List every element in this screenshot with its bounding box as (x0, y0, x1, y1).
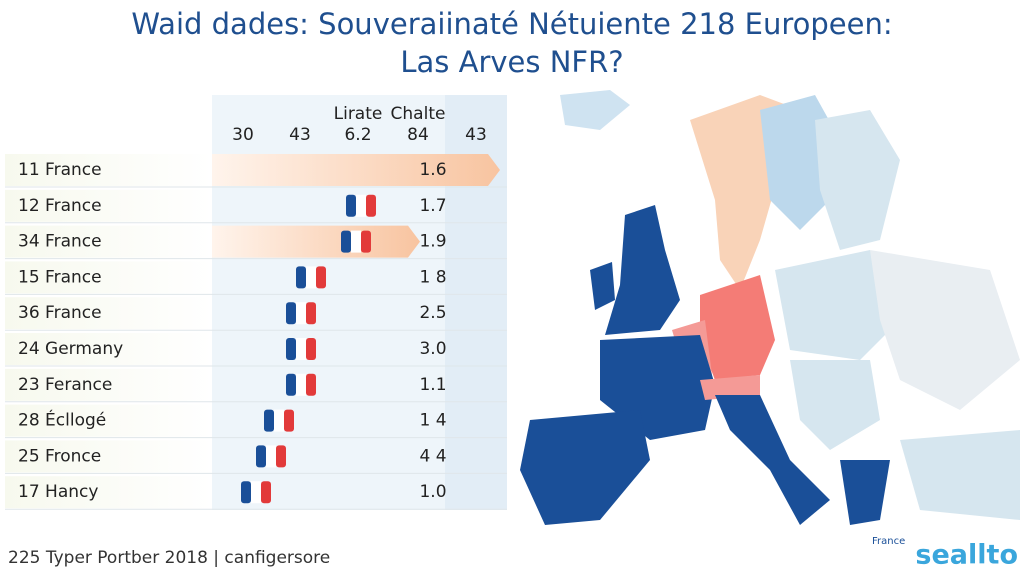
flag (306, 373, 316, 396)
flag (286, 302, 296, 325)
row-label: 11 France (18, 160, 102, 180)
row-band (5, 404, 212, 437)
row-band (5, 368, 212, 401)
row-value: 1.9 (419, 232, 446, 252)
row-value: 1.7 (419, 196, 446, 216)
row-value: 3.0 (419, 339, 446, 359)
row-value: 1.0 (419, 482, 446, 502)
row-value: 1.1 (419, 375, 446, 395)
flag (284, 409, 294, 432)
column-header: Chalte (391, 104, 446, 124)
flag (306, 338, 316, 360)
row-value: 1 4 (419, 411, 446, 431)
column-header: 30 (232, 125, 254, 145)
row-value: 1.6 (419, 160, 446, 180)
flag (261, 481, 271, 504)
flag (276, 445, 286, 468)
row-label: 17 Hancy (18, 482, 98, 502)
row-label: 15 France (18, 267, 102, 287)
row-band (5, 225, 212, 258)
flag (351, 230, 361, 253)
flag (241, 481, 251, 504)
flag (316, 266, 326, 289)
row-value: 4 4 (419, 446, 446, 466)
flag (274, 409, 284, 432)
column-header: 6.2 (344, 125, 371, 145)
flag (306, 266, 316, 289)
row-highlight (212, 225, 420, 258)
row-band (5, 261, 212, 294)
row-band (5, 333, 212, 365)
row-band (5, 189, 212, 222)
row-band (5, 154, 212, 186)
flag (341, 230, 351, 253)
flag (286, 373, 296, 396)
flag (296, 338, 306, 360)
title: Waid dades: Souveraiinaté Nétuiente 218 … (131, 7, 892, 41)
flag (251, 481, 261, 504)
flag (296, 373, 306, 396)
column-header: 43 (465, 125, 487, 145)
row-label: 25 Fronce (18, 446, 101, 466)
row-value: 2.5 (419, 303, 446, 323)
flag (361, 230, 371, 253)
row-band (5, 476, 212, 509)
source: 225 Typer Portber 2018 | canfigersore (8, 548, 330, 568)
map: France (520, 90, 1020, 547)
column-header: Lirate (334, 104, 383, 124)
row-highlight (212, 154, 500, 186)
flag (306, 302, 316, 325)
row-label: 36 France (18, 303, 102, 323)
row-value: 1 8 (419, 267, 446, 287)
map-label: France (872, 536, 905, 547)
flag (286, 338, 296, 360)
flag (296, 266, 306, 289)
column-header: 43 (289, 125, 311, 145)
row-label: 12 France (18, 196, 102, 216)
column-header: 84 (407, 125, 429, 145)
flag (256, 445, 266, 468)
row-label: 24 Germany (18, 339, 123, 359)
flag (264, 409, 274, 432)
flag (296, 302, 306, 325)
row-label: 34 France (18, 232, 102, 252)
title: Las Arves NFR? (400, 45, 623, 79)
flag (356, 194, 366, 217)
flag (366, 194, 376, 217)
row-label: 23 Ferance (18, 375, 112, 395)
logo: seallto (915, 540, 1018, 571)
row-band (5, 440, 212, 473)
row-band (5, 297, 212, 330)
row-label: 28 Écllogé (18, 409, 106, 431)
flag (346, 194, 356, 217)
flag (266, 445, 276, 468)
